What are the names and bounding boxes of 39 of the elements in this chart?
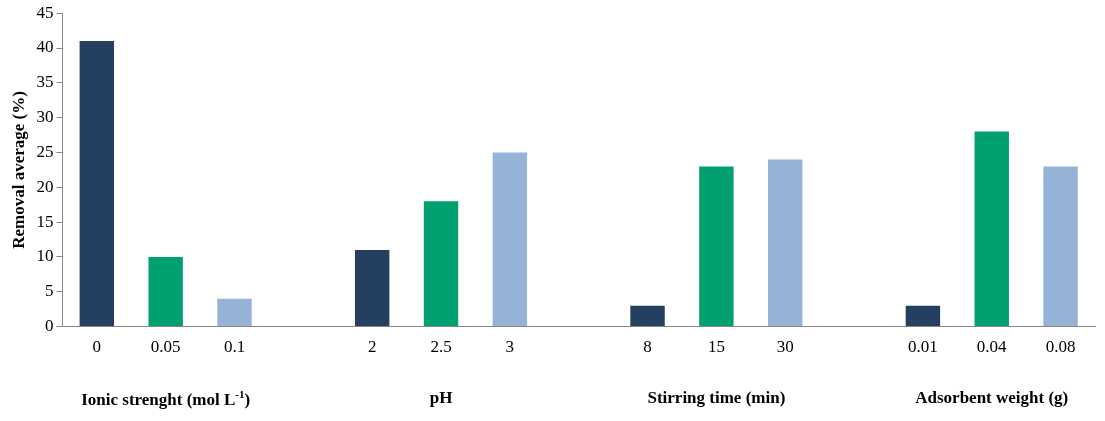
bar <box>1043 166 1078 327</box>
y-tick-label: 5 <box>44 281 54 301</box>
y-tick-label: 0 <box>44 316 54 336</box>
x-tick-label: 0 <box>92 337 102 357</box>
x-tick-label: 0.08 <box>1045 337 1076 357</box>
text: pH <box>429 388 453 408</box>
x-tick-label: 3 <box>505 337 515 357</box>
x-tick-label: 0.04 <box>976 337 1008 357</box>
x-tick-label: 0.1 <box>223 337 246 357</box>
y-tick-label: 35 <box>36 72 54 92</box>
y-tick-label: 25 <box>36 141 54 161</box>
x-tick-label: 0.01 <box>908 337 938 357</box>
y-tick-label: 45 <box>36 2 54 22</box>
bar <box>905 305 941 327</box>
y-tick-label: 15 <box>36 211 54 231</box>
x-tick-label: 2 <box>367 337 377 357</box>
x-tick-label: 2.5 <box>430 337 452 357</box>
bar <box>492 152 528 327</box>
text: Ionic strenght (mol L$^{-1}$) <box>81 388 251 410</box>
bar <box>148 256 183 327</box>
x-tick-label: 8 <box>643 337 652 357</box>
bar <box>768 159 803 327</box>
y-tick-label: 20 <box>36 176 54 196</box>
bar <box>217 298 252 327</box>
y-tick-label: 30 <box>36 107 54 127</box>
y-tick-label: 10 <box>36 246 54 266</box>
text: Stirring time (min) <box>647 388 786 408</box>
x-tick-label: 30 <box>776 337 794 357</box>
bar <box>79 41 115 327</box>
bar <box>974 131 1009 327</box>
y-tick-label: 40 <box>36 37 54 57</box>
bar <box>423 201 459 327</box>
x-tick-label: 0.05 <box>150 337 181 357</box>
bar <box>630 305 665 327</box>
y-axis-title: Removal average (%) <box>8 91 28 249</box>
bar <box>699 166 734 327</box>
x-tick-label: 15 <box>707 337 725 357</box>
text: Adsorbent weight (g) <box>915 388 1069 408</box>
bar <box>354 249 390 327</box>
